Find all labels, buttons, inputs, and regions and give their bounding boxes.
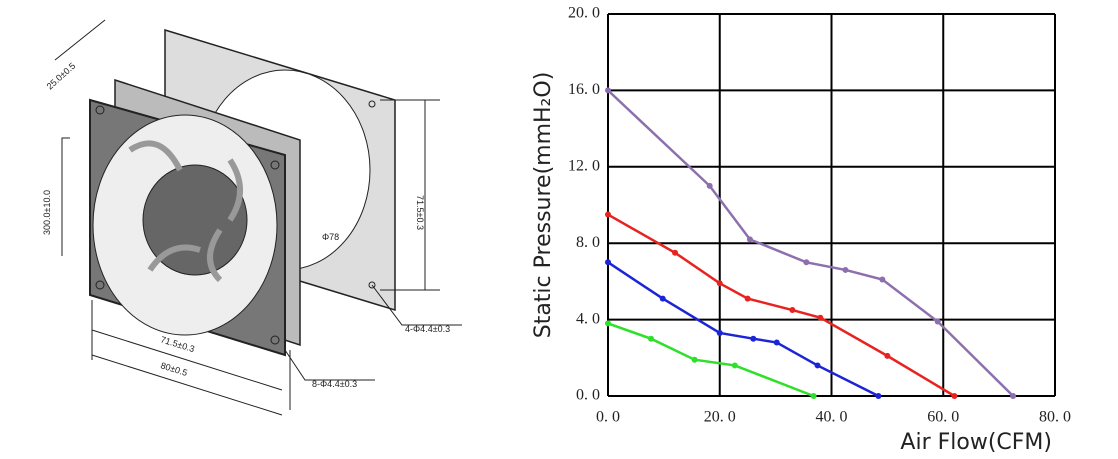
- x-axis-label: Air Flow(CFM): [900, 430, 1052, 455]
- chart: 0. 0 4. 0 8. 0 12. 0 16. 0 20. 0 0. 0 20. 0 40. …: [568, 5, 1071, 426]
- point-marker: [659, 295, 666, 302]
- dimension-label: 71.5±0.3: [415, 195, 425, 230]
- point-marker: [706, 182, 713, 189]
- point-marker: [746, 236, 753, 243]
- point-marker: [672, 249, 679, 256]
- y-axis-label: Static Pressure(mmH₂O): [531, 72, 556, 339]
- dimension-label: 80±0.5: [159, 360, 188, 378]
- point-marker: [803, 259, 810, 266]
- x-tick-label: 20. 0: [704, 409, 736, 426]
- x-tick-label: 80. 0: [1039, 409, 1071, 426]
- y-tick-label: 0. 0: [576, 387, 600, 404]
- y-tick-label: 8. 0: [576, 234, 600, 251]
- point-marker: [875, 393, 882, 399]
- y-tick-label: 12. 0: [568, 157, 600, 174]
- y-tick-label: 4. 0: [576, 310, 600, 327]
- point-marker: [951, 393, 958, 399]
- dimension-label: 25.0±0.5: [45, 61, 78, 92]
- point-marker: [605, 259, 611, 266]
- point-marker: [934, 318, 941, 325]
- x-tick-label: 60. 0: [927, 409, 959, 426]
- point-marker: [789, 307, 796, 314]
- point-marker: [648, 335, 655, 342]
- point-marker: [744, 295, 751, 302]
- point-marker: [691, 356, 698, 363]
- point-marker: [1010, 393, 1017, 399]
- x-tick-label: 40. 0: [816, 409, 848, 426]
- point-marker: [879, 276, 886, 283]
- point-marker: [605, 87, 611, 94]
- point-marker: [750, 335, 757, 342]
- y-tick-label: 20. 0: [568, 5, 600, 22]
- point-marker: [716, 280, 723, 287]
- point-marker: [773, 339, 780, 346]
- point-marker: [884, 352, 891, 359]
- point-marker: [716, 329, 723, 336]
- point-marker: [817, 314, 824, 321]
- fan-drawing: [54, 19, 462, 416]
- point-marker: [810, 393, 817, 399]
- series-line: [607, 261, 879, 398]
- y-tick-label: 16. 0: [568, 81, 600, 98]
- point-marker: [605, 320, 611, 327]
- series-line: [607, 322, 815, 398]
- point-marker: [731, 362, 738, 369]
- dimension-label: 71.5±0.3: [159, 334, 195, 354]
- point-marker: [842, 266, 849, 273]
- series-line: [607, 213, 956, 398]
- point-marker: [814, 362, 821, 369]
- series-line: [607, 89, 1014, 397]
- dimension-label: 4-Φ4.4±0.3: [405, 324, 450, 334]
- point-marker: [605, 211, 611, 218]
- dimension-label: 300.0±10.0: [42, 190, 52, 235]
- x-tick-label: 0. 0: [596, 409, 620, 426]
- dimension-label: 8-Φ4.4±0.3: [312, 379, 357, 389]
- dimension-label: Φ78: [322, 232, 339, 242]
